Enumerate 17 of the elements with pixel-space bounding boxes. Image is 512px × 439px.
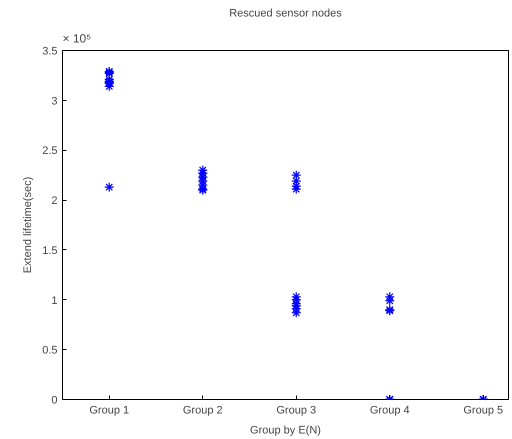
- y-axis-title: Extend lifetime(sec): [22, 176, 34, 274]
- x-tick-label: Group 2: [182, 404, 223, 416]
- y-tick-label: 2.5: [42, 145, 58, 158]
- text: × 10⁵: [62, 32, 92, 46]
- x-tick-label: Group 5: [463, 404, 504, 416]
- x-tick-label: Group 4: [370, 404, 410, 416]
- x-axis-title: Group by E(N): [250, 424, 321, 436]
- y-tick-label: 1: [51, 294, 58, 307]
- y-tick-label: 2: [51, 195, 58, 208]
- y-tick-label: 1.5: [42, 244, 58, 257]
- y-tick-label: 0: [51, 394, 58, 406]
- x-tick-label: Group 1: [89, 404, 130, 416]
- y-tick-label: 3.5: [42, 46, 58, 58]
- y-tick-label: 0.5: [42, 344, 58, 357]
- chart-title: Rescued sensor nodes: [229, 8, 342, 20]
- x-tick-label: Group 3: [276, 404, 316, 416]
- y-tick-label: 3: [51, 95, 58, 108]
